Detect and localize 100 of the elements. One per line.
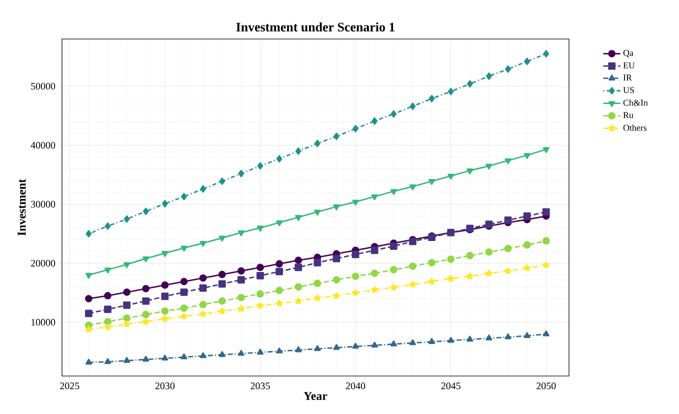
point [142,256,150,262]
point [199,300,207,308]
point [161,292,169,300]
point [332,276,340,284]
point [352,289,360,296]
y-tick-label: 50000 [31,82,56,90]
point [447,255,455,263]
point [428,179,436,185]
point [218,297,226,305]
point [523,212,531,220]
y-tick-label: 30000 [31,200,56,208]
point [466,272,474,280]
point [390,284,398,291]
point [276,286,283,294]
point [370,246,378,254]
point [448,336,454,343]
point [257,162,264,170]
point [276,268,283,276]
point [256,348,264,355]
point [199,284,207,292]
point [410,102,416,110]
point [238,350,244,356]
point [161,315,168,322]
point [256,226,264,232]
point [486,164,492,170]
point [372,117,378,125]
point [371,286,378,293]
point [504,244,512,252]
point [237,294,245,302]
point [466,336,474,342]
point [162,200,168,208]
point [314,140,320,148]
point [466,80,473,88]
x-tick-label: 2035 [250,382,270,390]
point [256,290,264,298]
point [123,320,130,328]
legend-label: Qa [623,50,634,58]
point [409,184,416,190]
point [542,237,550,245]
point [524,58,530,66]
point [428,258,436,266]
y-axis-title: Investment [18,179,26,236]
point [142,297,150,305]
point [276,260,283,268]
x-tick-label: 2050 [536,382,556,390]
point [123,288,130,296]
point [352,200,359,206]
point [104,323,112,330]
point [180,304,188,312]
point [256,272,264,280]
point [332,254,340,262]
point [390,340,397,346]
legend-label: Ru [623,112,634,118]
point [428,94,435,102]
point [86,230,92,238]
point [352,272,360,280]
point [428,338,436,344]
point [294,264,302,272]
point [523,241,531,249]
point [256,302,264,309]
point [84,294,92,302]
point [123,314,130,322]
point [390,189,397,195]
point [199,274,207,282]
point [409,280,416,288]
point [85,326,92,332]
point [142,284,150,292]
point [104,222,111,230]
point [447,274,454,282]
x-tick-label: 2025 [60,382,80,390]
point [181,192,187,200]
point [200,310,207,318]
point [237,276,245,284]
point [486,334,492,340]
chart-title: Investment under Scenario 1 [236,22,395,32]
point [486,72,492,80]
point [142,318,150,325]
point [294,256,302,264]
point [142,356,150,362]
point [314,210,321,216]
point [295,215,302,221]
point [428,278,436,285]
point [276,155,282,162]
point [200,352,206,358]
point [352,250,360,258]
point [85,272,92,279]
point [162,354,168,360]
point [142,310,150,318]
legend-label: EU [623,62,635,68]
point [161,307,169,315]
x-axis-title: Year [304,392,328,400]
point [370,270,378,277]
point [485,248,493,256]
y-tick-label: 10000 [31,318,56,326]
point [314,345,321,352]
point [200,185,206,193]
point [390,242,398,250]
point [314,258,322,266]
point [295,346,302,352]
point [276,220,283,226]
